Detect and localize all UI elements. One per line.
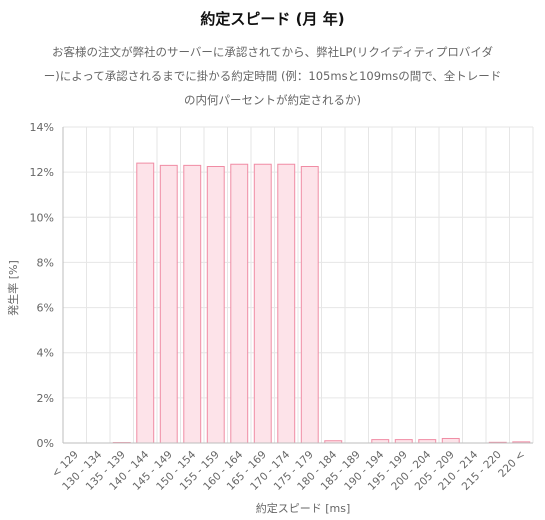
y-tick-label: 6%	[37, 302, 54, 315]
chart-subtitle: お客様の注文が弊社のサーバーに承認されてから、弊社LP(リクイディティプロバイダ…	[30, 40, 515, 112]
bar[interactable]	[159, 164, 178, 444]
bars-layer	[112, 162, 531, 444]
y-tick-label: 12%	[30, 166, 54, 179]
bar[interactable]	[230, 163, 249, 444]
bar[interactable]	[300, 166, 319, 444]
bar[interactable]	[136, 162, 155, 444]
x-tick-label: 220 <	[496, 449, 527, 480]
bar[interactable]	[441, 437, 460, 444]
subtitle-line-3: の内何パーセントが約定されるか)	[184, 93, 361, 107]
chart-title: 約定スピード (月 年)	[200, 10, 345, 28]
bar[interactable]	[183, 164, 202, 444]
bar[interactable]	[253, 163, 272, 444]
bar[interactable]	[418, 439, 437, 444]
grid-layer	[62, 126, 534, 444]
subtitle-line-2: ー)によって承認されるまでに掛かる約定時間 (例：105msと109msの間で、…	[43, 69, 502, 83]
bar[interactable]	[371, 439, 390, 444]
axis-layer	[62, 127, 533, 444]
y-axis-title: 発生率 [%]	[6, 260, 20, 316]
subtitle-line-1: お客様の注文が弊社のサーバーに承認されてから、弊社LP(リクイディティプロバイダ	[52, 45, 493, 59]
y-tick-label: 10%	[30, 211, 54, 224]
y-tick-label: 0%	[37, 437, 54, 450]
y-tick-labels: 0% 2% 4% 6% 8% 10% 12% 14%	[30, 121, 54, 450]
y-tick-label: 4%	[37, 347, 54, 360]
x-axis-title: 約定スピード [ms]	[256, 501, 351, 515]
y-tick-label: 8%	[37, 256, 54, 269]
y-tick-label: 14%	[30, 121, 54, 134]
bar[interactable]	[206, 166, 225, 444]
bar[interactable]	[277, 163, 296, 444]
y-tick-label: 2%	[37, 392, 54, 405]
bar[interactable]	[394, 439, 413, 444]
